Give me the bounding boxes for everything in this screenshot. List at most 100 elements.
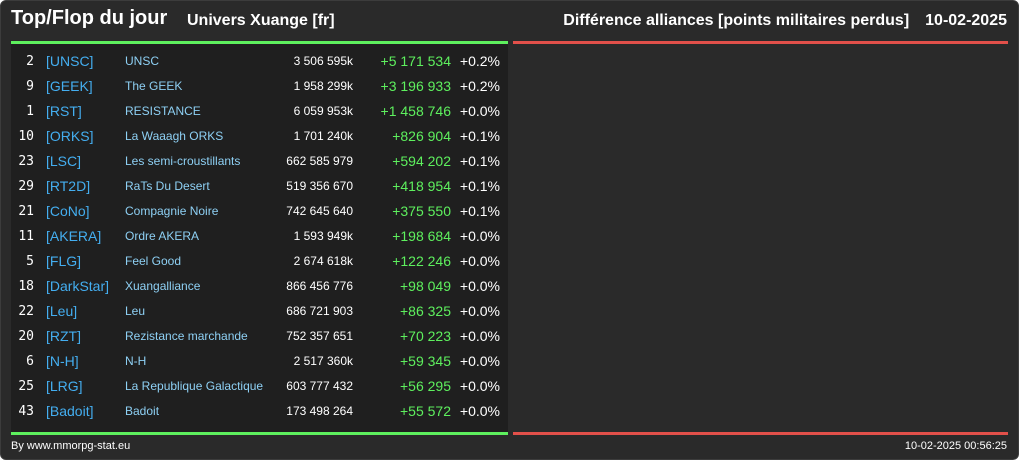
- table-row: 9 [GEEK] The GEEK 1 958 299k +3 196 933 +0.2%: [11, 74, 508, 99]
- percent-change: +0.0%: [459, 278, 500, 294]
- alliance-rank: 18: [18, 279, 34, 294]
- alliance-points: 866 456 776: [286, 279, 353, 293]
- table-row: 6 [N-H] N-H 2 517 360k +59 345 +0.0%: [11, 349, 508, 374]
- alliance-tag[interactable]: [DarkStar]: [46, 278, 110, 294]
- alliance-tag[interactable]: [RZT]: [46, 328, 81, 344]
- alliance-name[interactable]: Compagnie Noire: [125, 204, 219, 218]
- alliance-rank: 11: [18, 229, 34, 244]
- alliance-tag[interactable]: [LRG]: [46, 378, 83, 394]
- bottom-divider-green: [11, 432, 508, 435]
- alliance-rank: 22: [18, 304, 34, 319]
- table-row: 21 [CoNo] Compagnie Noire 742 645 640 +375 5…: [11, 199, 508, 224]
- percent-change: +0.0%: [459, 403, 500, 419]
- alliance-tag[interactable]: [N-H]: [46, 353, 79, 369]
- alliance-tag[interactable]: [ORKS]: [46, 128, 94, 144]
- alliance-tag[interactable]: [AKERA]: [46, 228, 102, 244]
- alliance-name[interactable]: Les semi-croustillants: [125, 154, 241, 168]
- points-difference: +1 458 746: [380, 103, 451, 119]
- percent-change: +0.0%: [459, 378, 500, 394]
- alliance-name[interactable]: Feel Good: [125, 254, 182, 268]
- alliance-rank: 21: [18, 204, 34, 219]
- top-panel: [11, 44, 508, 432]
- points-difference: +56 295: [400, 378, 451, 394]
- alliance-tag[interactable]: [Badoit]: [46, 403, 94, 419]
- table-row: 43 [Badoit] Badoit 173 498 264 +55 572 +0.0%: [11, 399, 508, 424]
- percent-change: +0.1%: [459, 203, 500, 219]
- alliance-rank: 25: [18, 379, 34, 394]
- percent-change: +0.2%: [459, 78, 500, 94]
- alliance-points: 519 356 670: [286, 179, 353, 193]
- alliance-name[interactable]: Badoit: [125, 404, 160, 418]
- alliance-name[interactable]: UNSC: [125, 54, 160, 68]
- points-difference: +375 550: [392, 203, 451, 219]
- table-row: 23 [LSC] Les semi-croustillants 662 585 979…: [11, 149, 508, 174]
- metric-label: Différence alliances [points militaires …: [563, 12, 910, 29]
- points-difference: +59 345: [400, 353, 451, 369]
- alliance-tag[interactable]: [RST]: [46, 103, 82, 119]
- percent-change: +0.0%: [459, 303, 500, 319]
- alliance-tag[interactable]: [UNSC]: [46, 53, 94, 69]
- alliance-points: 1 958 299k: [293, 79, 353, 93]
- alliance-points: 752 357 651: [286, 329, 353, 343]
- alliance-rank: 23: [18, 154, 34, 169]
- alliance-tag[interactable]: [LSC]: [46, 153, 82, 169]
- table-row: 10 [ORKS] La Waaagh ORKS 1 701 240k +826 904…: [11, 124, 508, 149]
- alliance-rank: 2: [26, 54, 34, 69]
- alliance-points: 686 721 903: [286, 304, 353, 318]
- alliance-tag[interactable]: [FLG]: [46, 253, 82, 269]
- alliance-name[interactable]: RaTs Du Desert: [125, 179, 210, 193]
- alliance-name[interactable]: Xuangalliance: [125, 279, 201, 293]
- alliance-name[interactable]: The GEEK: [125, 79, 183, 93]
- alliance-points: 1 593 949k: [293, 229, 353, 243]
- alliance-name[interactable]: La Republique Galactique: [125, 379, 264, 393]
- points-difference: +98 049: [400, 278, 451, 294]
- top-divider-red: [513, 41, 1008, 44]
- percent-change: +0.0%: [459, 103, 500, 119]
- alliance-points: 2 674 618k: [293, 254, 353, 268]
- alliance-tag[interactable]: [Leu]: [46, 303, 78, 319]
- top-list: 2 [UNSC] UNSC 3 506 595k +5 171 534 +0.2% 9 [GE…: [11, 49, 508, 424]
- points-difference: +594 202: [392, 153, 451, 169]
- percent-change: +0.0%: [459, 253, 500, 269]
- points-difference: +86 325: [400, 303, 451, 319]
- generated-timestamp: 10-02-2025 00:56:25: [904, 440, 1007, 452]
- points-difference: +55 572: [400, 403, 451, 419]
- alliance-rank: 1: [26, 104, 34, 119]
- table-row: 18 [DarkStar] Xuangalliance 866 456 776 +98 …: [11, 274, 508, 299]
- alliance-name[interactable]: Ordre AKERA: [125, 229, 200, 243]
- points-difference: +198 684: [392, 228, 451, 244]
- alliance-points: 603 777 432: [286, 379, 353, 393]
- source-credit: By www.mmorpg-stat.eu: [11, 440, 131, 452]
- percent-change: +0.1%: [459, 178, 500, 194]
- points-difference: +418 954: [392, 178, 451, 194]
- percent-change: +0.0%: [459, 328, 500, 344]
- points-difference: +5 171 534: [380, 53, 451, 69]
- points-difference: +3 196 933: [380, 78, 451, 94]
- table-row: 1 [RST] RESISTANCE 6 059 953k +1 458 746 +0.0…: [11, 99, 508, 124]
- alliance-name[interactable]: La Waaagh ORKS: [125, 129, 224, 143]
- percent-change: +0.1%: [459, 153, 500, 169]
- percent-change: +0.0%: [459, 353, 500, 369]
- alliance-name[interactable]: N-H: [125, 354, 147, 368]
- alliance-tag[interactable]: [CoNo]: [46, 203, 90, 219]
- header-right: Différence alliances [points militaires …: [563, 12, 1007, 30]
- alliance-name[interactable]: RESISTANCE: [125, 104, 201, 118]
- alliance-points: 742 645 640: [286, 204, 353, 218]
- alliance-points: 6 059 953k: [293, 104, 353, 118]
- table-row: 20 [RZT] Rezistance marchande 752 357 651 +7…: [11, 324, 508, 349]
- alliance-name[interactable]: Rezistance marchande: [125, 329, 248, 343]
- alliance-points: 3 506 595k: [293, 54, 353, 68]
- alliance-points: 1 701 240k: [293, 129, 353, 143]
- alliance-tag[interactable]: [GEEK]: [46, 78, 93, 94]
- universe-label: Univers Xuange [fr]: [187, 12, 335, 29]
- alliance-rank: 5: [26, 254, 34, 269]
- table-row: 29 [RT2D] RaTs Du Desert 519 356 670 +418 95…: [11, 174, 508, 199]
- alliance-name[interactable]: Leu: [125, 304, 146, 318]
- table-row: 5 [FLG] Feel Good 2 674 618k +122 246 +0.0%: [11, 249, 508, 274]
- alliance-tag[interactable]: [RT2D]: [46, 178, 91, 194]
- table-row: 11 [AKERA] Ordre AKERA 1 593 949k +198 684 +0…: [11, 224, 508, 249]
- points-difference: +826 904: [392, 128, 451, 144]
- table-row: 2 [UNSC] UNSC 3 506 595k +5 171 534 +0.2%: [11, 49, 508, 74]
- alliance-rank: 10: [18, 129, 34, 144]
